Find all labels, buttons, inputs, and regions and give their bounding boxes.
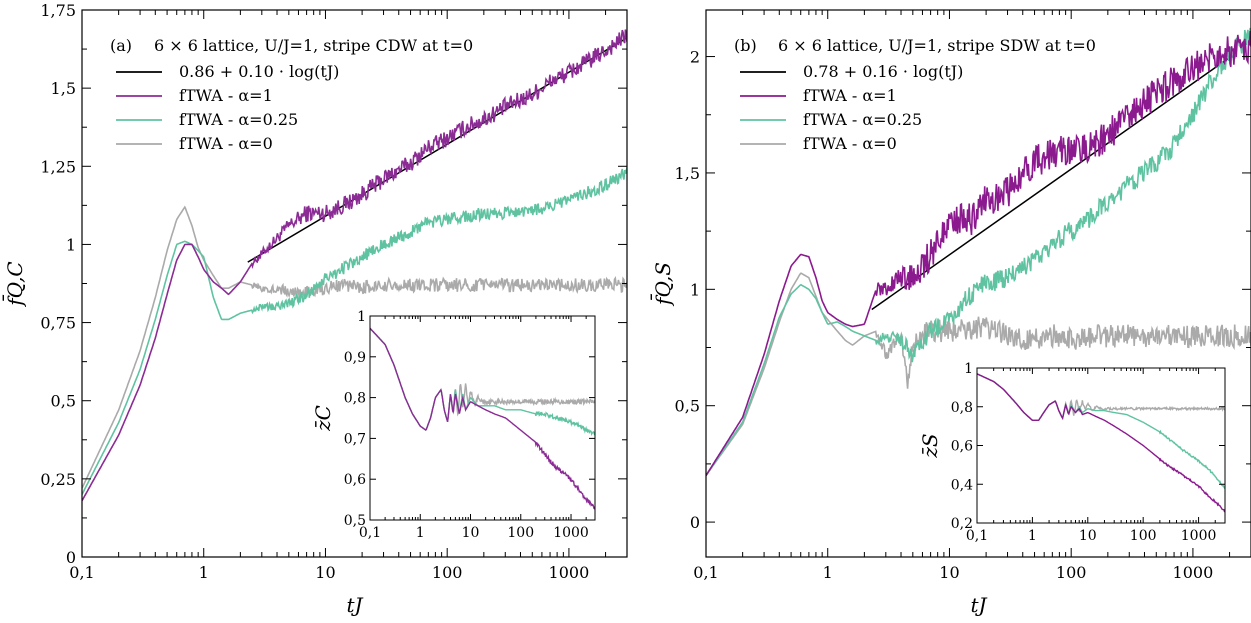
inset-x-tick-label: 1 (1028, 528, 1037, 544)
y-tick-label: 0,5 (51, 392, 76, 411)
legend-label: fTWA - α=0.25 (179, 110, 298, 129)
inset-frame (369, 315, 596, 521)
x-tick-label: 10 (939, 563, 959, 582)
inset-y-tick-label: 0,5 (344, 513, 366, 529)
y-tick-label: 0,25 (40, 470, 76, 489)
y-tick-label: 1,5 (675, 164, 700, 183)
series-line-2 (706, 272, 1251, 476)
inset-y-tick-label: 0,6 (951, 439, 973, 455)
inset-x-tick-label: 0,1 (359, 525, 381, 541)
y-tick-label: 0 (690, 513, 700, 532)
inset-y-tick-label: 0,7 (344, 431, 366, 447)
y-tick-label: 1,75 (40, 1, 76, 20)
inset-y-tick-label: 0,8 (951, 400, 973, 416)
legend-label: 0.78 + 0.16 · log(tJ) (803, 62, 963, 81)
x-tick-label: 1 (823, 563, 833, 582)
legend-label: fTWA - α=0 (179, 134, 273, 153)
series-line-1 (706, 27, 1251, 476)
inset-y-tick-label: 0,9 (344, 350, 366, 366)
inset-y-tick-label: 0,6 (344, 472, 366, 488)
panel-label: (a) (110, 36, 132, 55)
y-tick-label: 1 (690, 280, 700, 299)
inset-y-tick-label: 0,2 (951, 516, 973, 532)
inset-background (977, 368, 1225, 523)
y-tick-label: 1 (66, 235, 76, 254)
y-tick-label: 0,75 (40, 314, 76, 333)
inset-x-tick-label: 1000 (1181, 528, 1217, 544)
inset-x-tick-label: 10 (462, 525, 480, 541)
inset-y-axis-label: z̄S (918, 433, 942, 458)
legend-label: fTWA - α=0.25 (803, 110, 922, 129)
x-tick-label: 100 (432, 563, 463, 582)
y-axis-label: f̄Q,S (650, 262, 675, 307)
inset-y-tick-label: 1 (964, 361, 973, 377)
legend-label: fTWA - α=0 (803, 134, 897, 153)
x-tick-label: 0,1 (69, 563, 94, 582)
inset-x-tick-label: 1000 (553, 525, 589, 541)
inset-series-line-2 (977, 373, 1225, 513)
x-tick-label: 1000 (1173, 563, 1214, 582)
inset-series-line-2 (370, 327, 595, 510)
inset-plot: 0,1 1 10 100 1000 0,2 0,4 0,6 0,8 1 z̄S (918, 361, 1226, 544)
series-line-0 (82, 29, 627, 502)
inset-y-tick-label: 0,8 (344, 391, 366, 407)
x-tick-label: 100 (1056, 563, 1087, 582)
inset-y-tick-label: 1 (357, 309, 366, 325)
inset-x-tick-label: 1 (416, 525, 425, 541)
legend-label: fTWA - α=1 (803, 86, 897, 105)
panel-label: (b) (734, 36, 757, 55)
panel-a: 0,1 1 10 100 1000 0 0,25 0,5 0,75 1 1,25 1,5 1,75 tJ f… (2, 1, 628, 617)
inset-x-tick-label: 100 (507, 525, 534, 541)
inset-x-tick-label: 10 (1079, 528, 1097, 544)
series-line-1 (82, 167, 627, 495)
y-tick-label: 2 (690, 48, 700, 67)
y-tick-label: 0,5 (675, 397, 700, 416)
legend-label: fTWA - α=1 (179, 86, 273, 105)
y-tick-label: 0 (66, 548, 76, 567)
panel-title: 6 × 6 lattice, U/J=1, stripe SDW at t=0 (778, 36, 1096, 55)
panel-title: 6 × 6 lattice, U/J=1, stripe CDW at t=0 (154, 36, 473, 55)
y-axis-label: f̄Q,C (2, 261, 27, 307)
x-tick-label: 1 (199, 563, 209, 582)
x-axis-label: tJ (970, 593, 987, 617)
panel-b: 0,1 1 10 100 1000 0 0,5 1 1,5 2 tJ f̄Q,S (b) 6 × 6 la… (650, 9, 1251, 617)
y-tick-label: 1,25 (40, 157, 76, 176)
inset-y-axis-label: z̄C (311, 405, 335, 432)
x-axis-label: tJ (346, 593, 363, 617)
fit-line (871, 56, 1230, 311)
inset-x-tick-label: 0,1 (966, 528, 988, 544)
legend-label: 0.86 + 0.10 · log(tJ) (179, 62, 339, 81)
series-line-2 (82, 205, 627, 489)
x-tick-label: 10 (315, 563, 335, 582)
inset-x-tick-label: 100 (1130, 528, 1157, 544)
inset-plot: 0,1 1 10 100 1000 0,5 0,6 0,7 0,8 0,9 1 z̄C (311, 309, 596, 541)
x-tick-label: 1000 (549, 563, 590, 582)
axes-frame (705, 9, 1251, 558)
series-line-0 (706, 31, 1251, 476)
x-tick-label: 0,1 (693, 563, 718, 582)
y-tick-label: 1,5 (51, 79, 76, 98)
inset-y-tick-label: 0,4 (951, 477, 973, 493)
